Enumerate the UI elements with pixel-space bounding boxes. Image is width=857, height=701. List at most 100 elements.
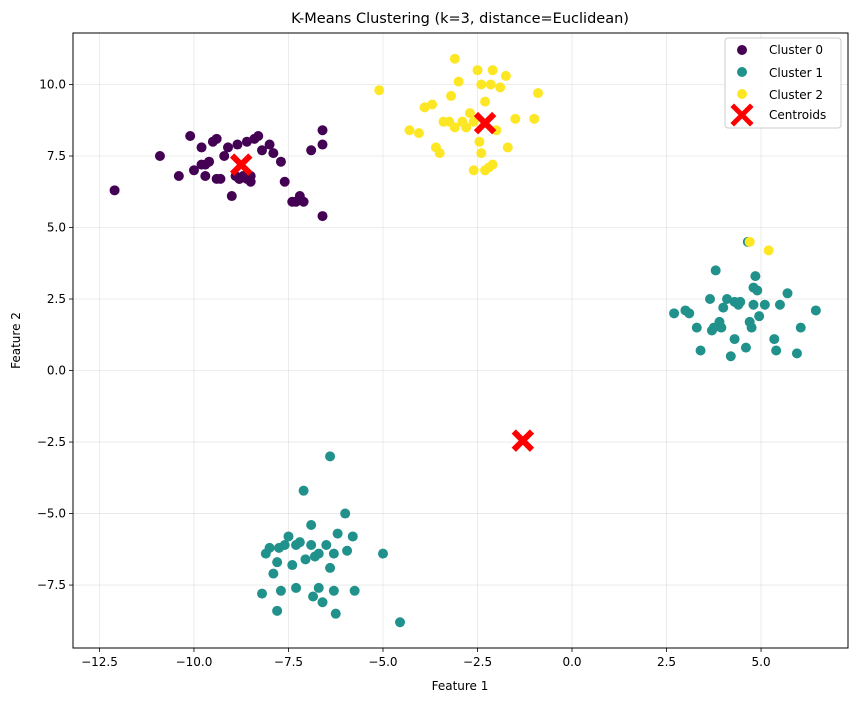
data-point	[223, 142, 233, 153]
data-point	[283, 531, 294, 542]
data-point	[306, 520, 317, 530]
data-point	[200, 159, 211, 170]
data-point	[759, 299, 770, 310]
data-point	[268, 568, 279, 579]
plot-area-frame	[72, 32, 849, 649]
data-point	[185, 130, 196, 141]
data-point	[298, 196, 309, 207]
data-point	[763, 245, 774, 256]
data-point	[472, 65, 483, 76]
data-point	[374, 85, 385, 96]
data-point	[710, 265, 721, 276]
data-point	[529, 113, 540, 124]
data-point	[211, 173, 222, 184]
data-point	[752, 285, 763, 296]
data-point	[705, 294, 716, 305]
y-tick-label: −5.0	[37, 507, 66, 521]
data-point	[769, 334, 780, 345]
data-point	[234, 173, 245, 184]
data-point	[291, 196, 302, 207]
data-point	[330, 608, 341, 619]
data-point	[154, 151, 165, 161]
x-tick-label: 0.0	[562, 655, 581, 669]
data-point	[317, 139, 328, 150]
data-point	[325, 562, 336, 573]
data-point	[232, 139, 243, 150]
y-tick-label: 2.5	[47, 292, 66, 306]
x-axis-ticks: −12.5 −10.0 −7.5 −5.0 −2.5 0.0 2.5 5.0	[81, 648, 771, 669]
data-point	[109, 185, 120, 196]
data-point	[487, 65, 498, 76]
data-point	[200, 171, 211, 182]
data-point	[716, 322, 727, 333]
data-point	[308, 591, 319, 602]
y-axis-title: Feature 2	[9, 312, 23, 369]
data-point	[241, 136, 252, 147]
data-point	[188, 165, 199, 176]
series-cluster-0	[109, 125, 328, 222]
data-point	[260, 548, 271, 559]
data-point	[395, 617, 406, 628]
data-point	[317, 211, 328, 222]
data-point	[291, 582, 302, 593]
data-point	[468, 116, 479, 127]
data-point	[684, 308, 695, 319]
data-point	[718, 302, 729, 313]
data-point	[291, 540, 302, 551]
data-point	[740, 342, 751, 353]
data-point	[279, 176, 290, 187]
data-point	[226, 191, 237, 202]
data-point	[298, 485, 309, 496]
data-point	[748, 299, 759, 310]
data-point	[419, 102, 430, 113]
centroid-marker	[229, 153, 253, 176]
data-point	[744, 236, 755, 247]
centroid-marker	[473, 111, 497, 135]
data-point	[708, 322, 719, 333]
data-point	[444, 116, 455, 127]
y-axis-ticks: −7.5 −5.0 −2.5 0.0 2.5 5.0 7.5 10.0	[37, 77, 73, 592]
data-point	[328, 585, 339, 596]
data-point	[480, 96, 491, 107]
legend-box	[724, 37, 842, 129]
data-point	[275, 585, 286, 596]
data-point	[695, 345, 706, 356]
data-point	[746, 322, 757, 333]
legend-label-centroids: Centroids	[769, 108, 826, 122]
legend-marker-cluster-1	[737, 67, 747, 77]
legend-label-cluster-1: Cluster 1	[769, 66, 823, 80]
x-tick-label: −12.5	[81, 655, 118, 669]
data-point	[453, 76, 464, 87]
data-point	[487, 159, 498, 170]
y-tick-label: −2.5	[37, 435, 66, 449]
x-tick-label: −10.0	[176, 655, 213, 669]
data-point	[791, 348, 802, 359]
data-point	[468, 165, 479, 176]
data-point	[754, 311, 765, 322]
data-point	[474, 136, 485, 147]
data-point	[691, 322, 702, 333]
grid-lines	[73, 33, 848, 648]
data-point	[729, 296, 740, 307]
data-point	[476, 79, 487, 90]
data-point	[253, 130, 264, 141]
data-point	[306, 145, 317, 156]
y-tick-label: 5.0	[47, 221, 66, 235]
data-point	[725, 351, 736, 362]
x-tick-label: 5.0	[752, 655, 771, 669]
data-point	[287, 560, 298, 571]
data-point	[272, 605, 283, 616]
data-point	[268, 148, 279, 159]
legend-marker-cluster-0	[737, 45, 747, 55]
data-point	[500, 70, 511, 81]
data-point	[317, 597, 328, 608]
data-point	[430, 142, 441, 153]
data-point	[378, 548, 388, 559]
data-point	[476, 148, 487, 159]
data-point	[317, 125, 328, 136]
legend-label-cluster-0: Cluster 0	[769, 43, 823, 57]
chart-title: K-Means Clustering (k=3, distance=Euclid…	[291, 11, 629, 27]
data-point	[264, 139, 275, 150]
data-point	[325, 451, 336, 462]
